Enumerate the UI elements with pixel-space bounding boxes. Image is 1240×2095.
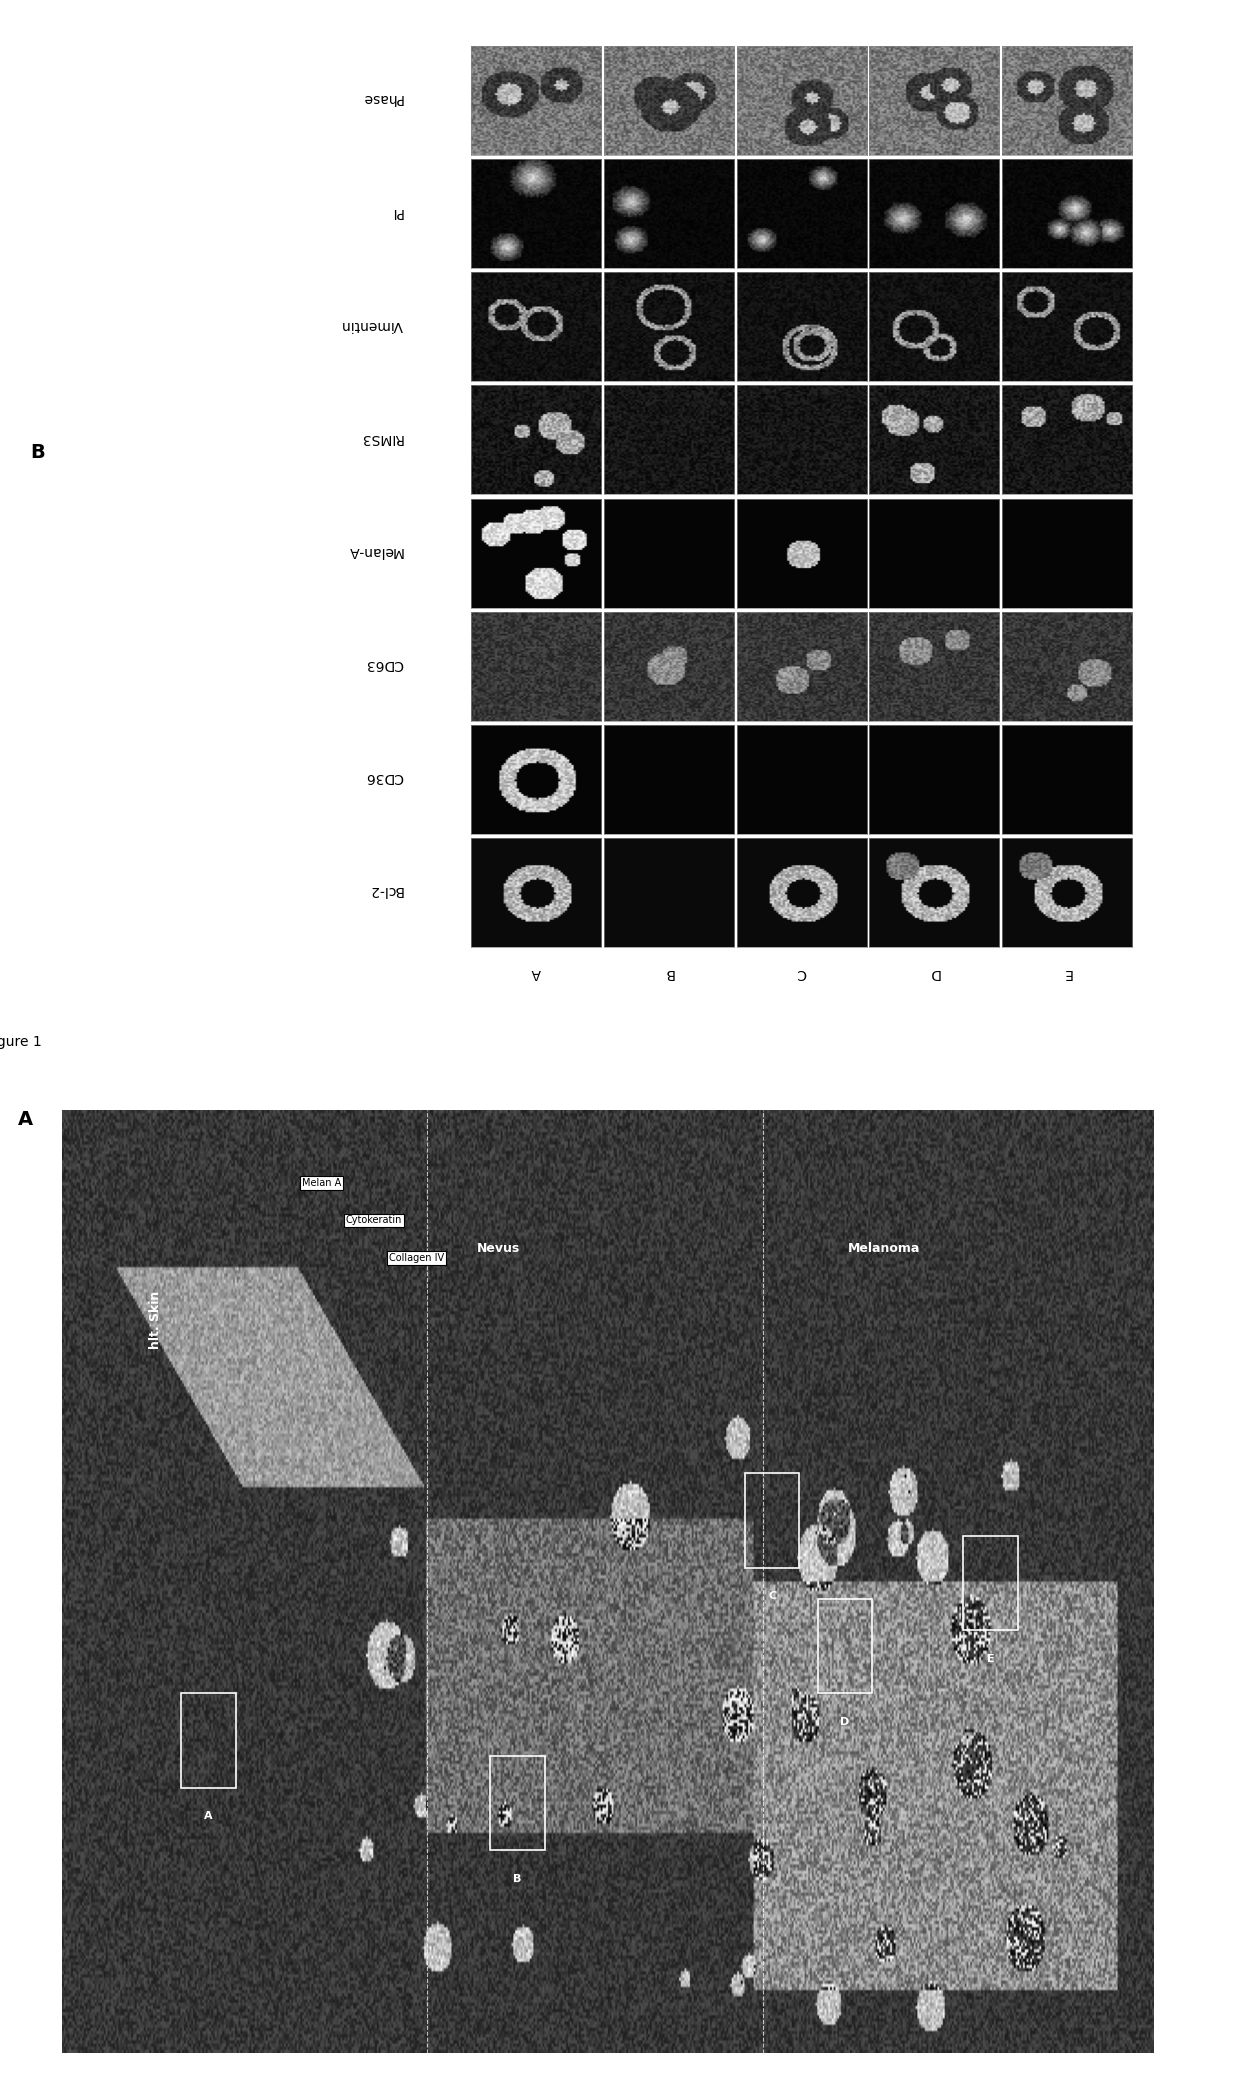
Text: Melanoma: Melanoma bbox=[848, 1242, 920, 1255]
Bar bbox=[817, 1598, 872, 1693]
Text: hlt. Skin: hlt. Skin bbox=[149, 1291, 162, 1349]
Text: E: E bbox=[1063, 966, 1071, 980]
Bar bbox=[745, 1473, 800, 1567]
Text: D: D bbox=[841, 1716, 849, 1726]
Text: D: D bbox=[929, 966, 940, 980]
Bar bbox=[181, 1693, 236, 1787]
Text: C: C bbox=[768, 1590, 776, 1601]
Bar bbox=[490, 1756, 544, 1850]
Text: A: A bbox=[19, 1110, 33, 1129]
Text: CD36: CD36 bbox=[365, 771, 403, 784]
Text: B: B bbox=[665, 966, 673, 980]
Text: Nevus: Nevus bbox=[476, 1242, 520, 1255]
Text: E: E bbox=[987, 1653, 994, 1663]
Text: Figure 1: Figure 1 bbox=[0, 1035, 41, 1050]
Text: A: A bbox=[532, 966, 541, 980]
Text: B: B bbox=[30, 442, 45, 463]
Text: A: A bbox=[205, 1810, 213, 1821]
Text: RIMS3: RIMS3 bbox=[360, 432, 403, 444]
Text: PI: PI bbox=[391, 205, 403, 218]
Text: Bcl-2: Bcl-2 bbox=[368, 884, 403, 897]
Text: B: B bbox=[513, 1873, 522, 1883]
Text: C: C bbox=[797, 966, 806, 980]
Bar bbox=[963, 1536, 1018, 1630]
Text: Phase: Phase bbox=[362, 92, 403, 105]
Text: Melan-A: Melan-A bbox=[347, 545, 403, 557]
Text: CD63: CD63 bbox=[365, 658, 403, 670]
Text: Melan A: Melan A bbox=[303, 1177, 341, 1188]
Text: Collagen IV: Collagen IV bbox=[389, 1253, 444, 1263]
Text: Vimentin: Vimentin bbox=[341, 318, 403, 331]
Text: Cytokeratin: Cytokeratin bbox=[346, 1215, 402, 1226]
